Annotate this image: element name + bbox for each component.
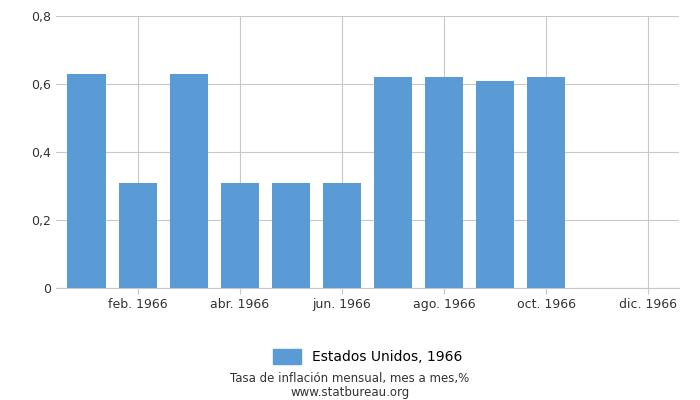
Bar	[220, 182, 259, 288]
Bar	[118, 182, 157, 288]
Bar	[374, 77, 412, 288]
Legend: Estados Unidos, 1966: Estados Unidos, 1966	[267, 344, 468, 370]
Bar	[425, 77, 463, 288]
Text: Tasa de inflación mensual, mes a mes,%: Tasa de inflación mensual, mes a mes,%	[230, 372, 470, 385]
Bar	[67, 74, 106, 288]
Bar	[169, 74, 208, 288]
Bar	[476, 80, 514, 288]
Bar	[323, 182, 361, 288]
Bar	[527, 77, 566, 288]
Text: www.statbureau.org: www.statbureau.org	[290, 386, 410, 399]
Bar	[272, 182, 310, 288]
